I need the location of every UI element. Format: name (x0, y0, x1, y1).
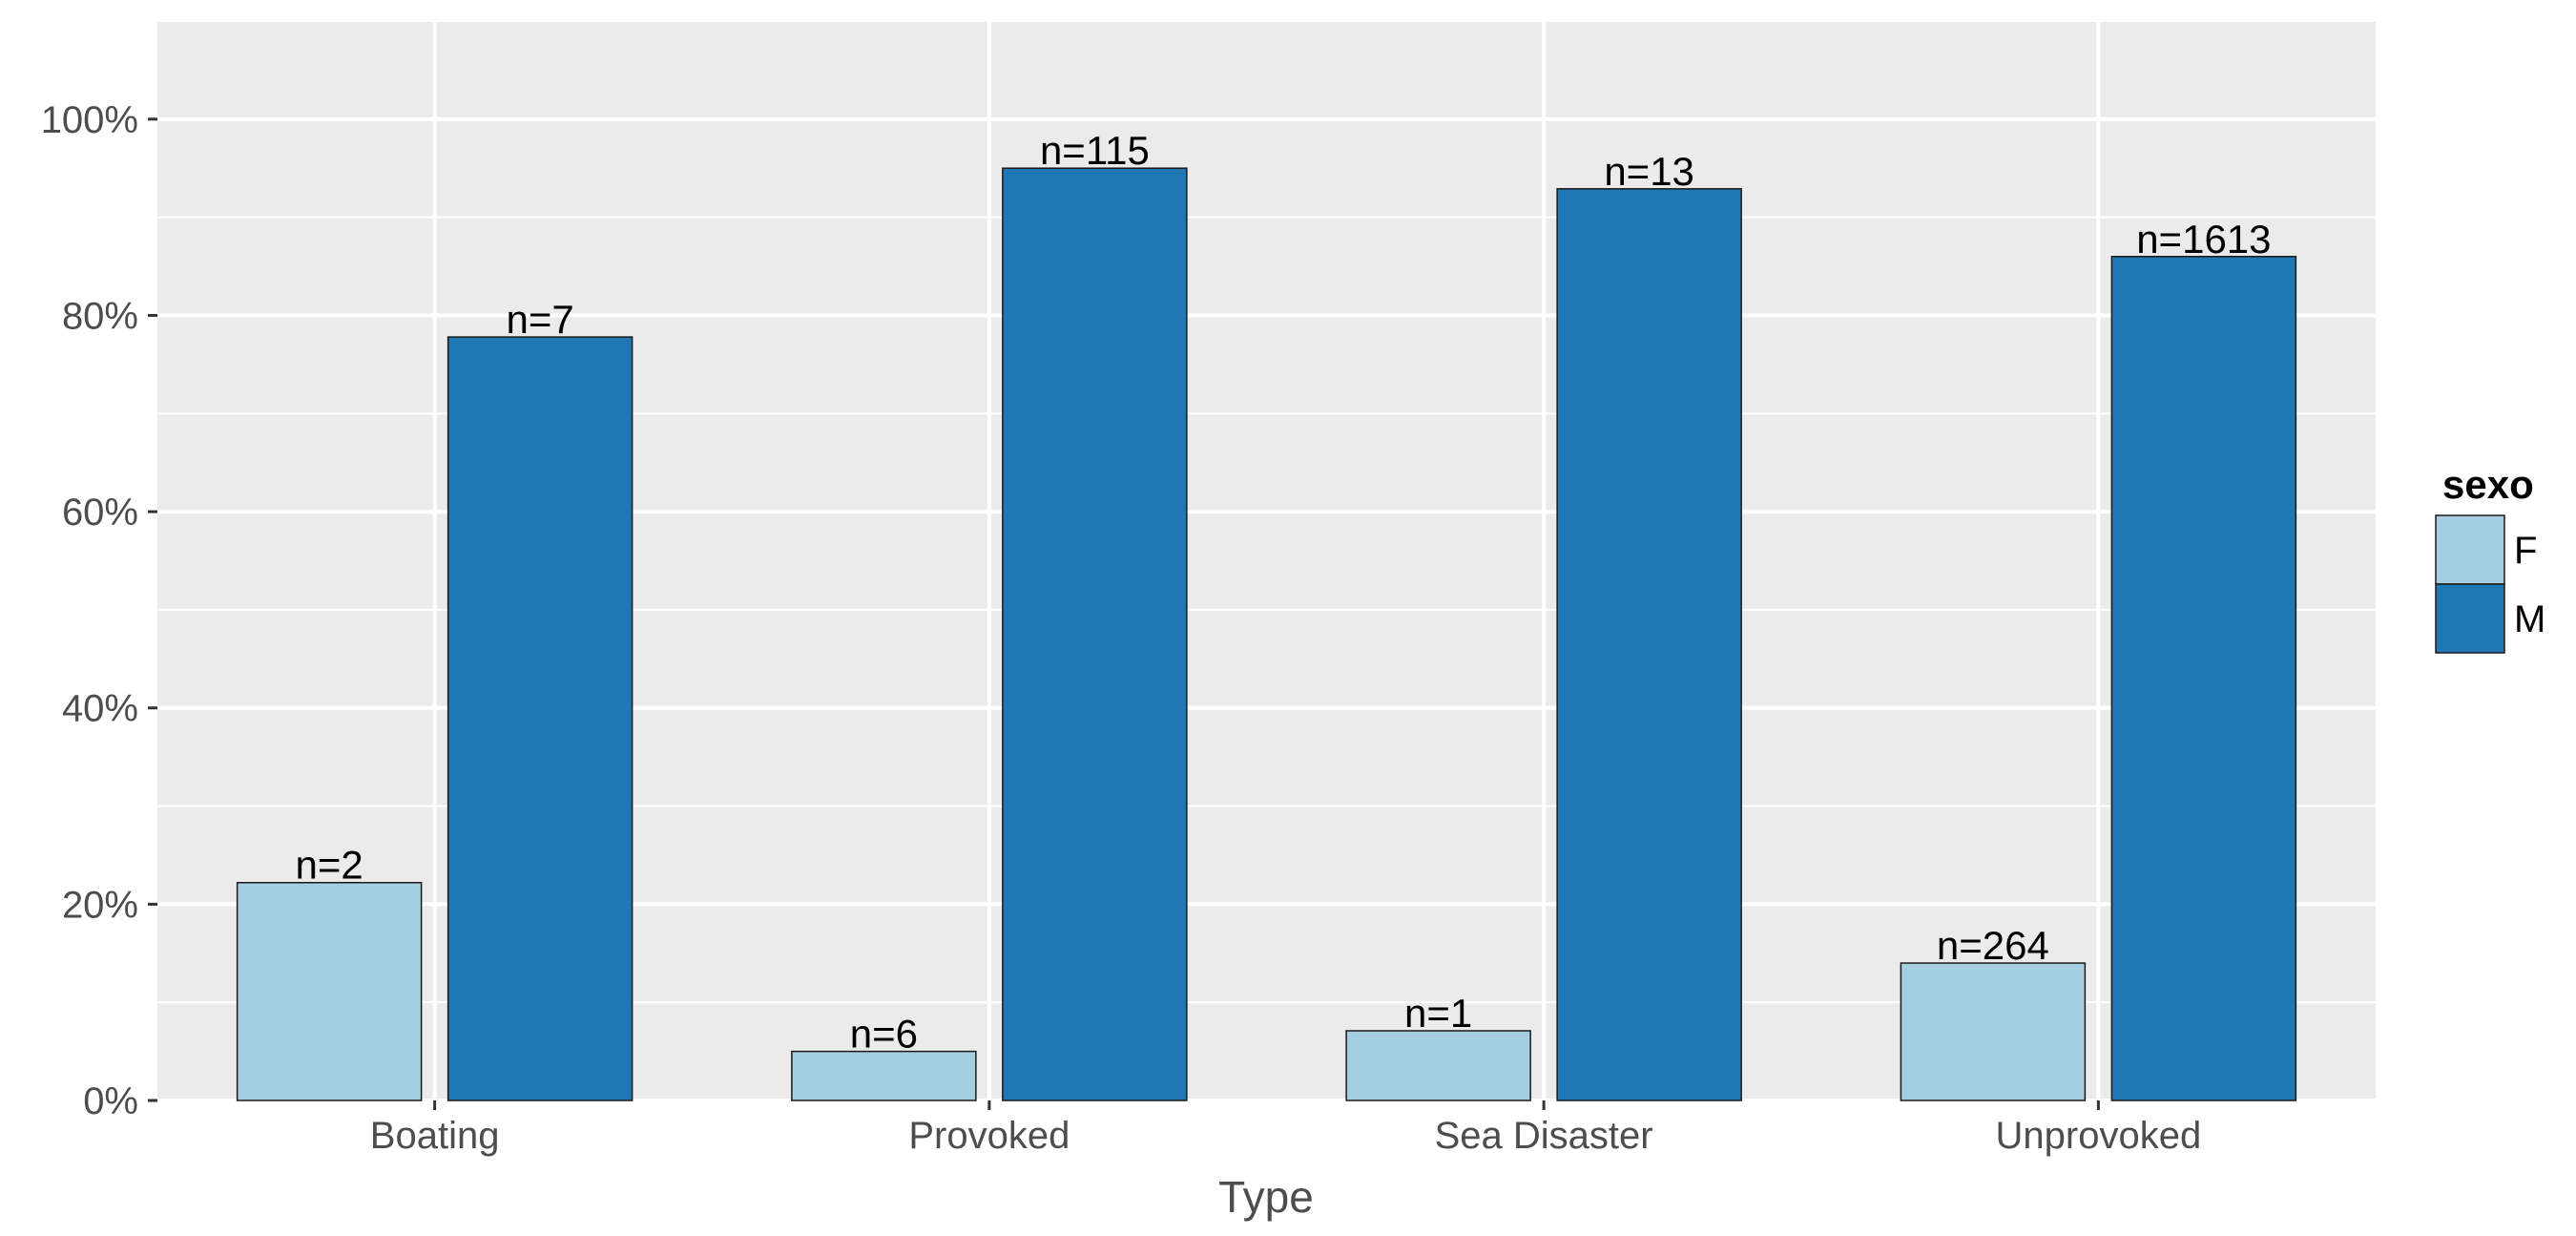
bar-M-unprovoked (2110, 256, 2297, 1101)
data-label: n=2 (296, 843, 364, 888)
y-tick-label: 40% (62, 688, 138, 730)
bars (236, 167, 2297, 1101)
axes: 0% 20% 40% 60% 80% 100% Boating Provoked Sea Dis… (41, 99, 2202, 1157)
legend-key-F (2435, 514, 2505, 585)
bar-F-sea-disaster (1345, 1030, 1531, 1101)
bar-M-provoked (1002, 167, 1188, 1101)
x-tick-label: Unprovoked (1996, 1115, 2202, 1157)
legend-label: F (2514, 530, 2537, 572)
bar-F-unprovoked (1900, 962, 2087, 1101)
data-labels: n=2 n=6 n=1 n=264 n=7 n=115 n=13 n=1613 (296, 128, 2272, 1056)
bar-F-provoked (791, 1050, 977, 1101)
bar-M-sea-disaster (1556, 188, 1742, 1101)
data-label: n=115 (1040, 128, 1150, 173)
y-tick-label: 20% (62, 884, 138, 926)
data-label: n=1 (1404, 991, 1472, 1036)
x-tick-label: Sea Disaster (1435, 1115, 1653, 1157)
legend-key-M (2435, 583, 2505, 654)
legend: sexo FM (2435, 462, 2545, 654)
bar-M-boating (447, 336, 634, 1101)
data-label: n=264 (1937, 923, 2049, 968)
y-tick-label: 80% (62, 295, 138, 337)
data-label: n=6 (850, 1012, 918, 1057)
x-tick-label: Provoked (908, 1115, 1070, 1157)
bar-F-boating (236, 881, 423, 1101)
data-label: n=1613 (2136, 217, 2271, 262)
y-tick-label: 0% (83, 1080, 138, 1122)
y-tick-label: 100% (41, 99, 138, 141)
x-tick-label: Boating (370, 1115, 500, 1157)
x-axis-title: Type (1218, 1172, 1314, 1222)
legend-title: sexo (2442, 462, 2534, 507)
data-label: n=7 (507, 297, 574, 342)
legend-label: M (2514, 598, 2545, 640)
data-label: n=13 (1604, 149, 1694, 194)
y-tick-label: 60% (62, 492, 138, 534)
